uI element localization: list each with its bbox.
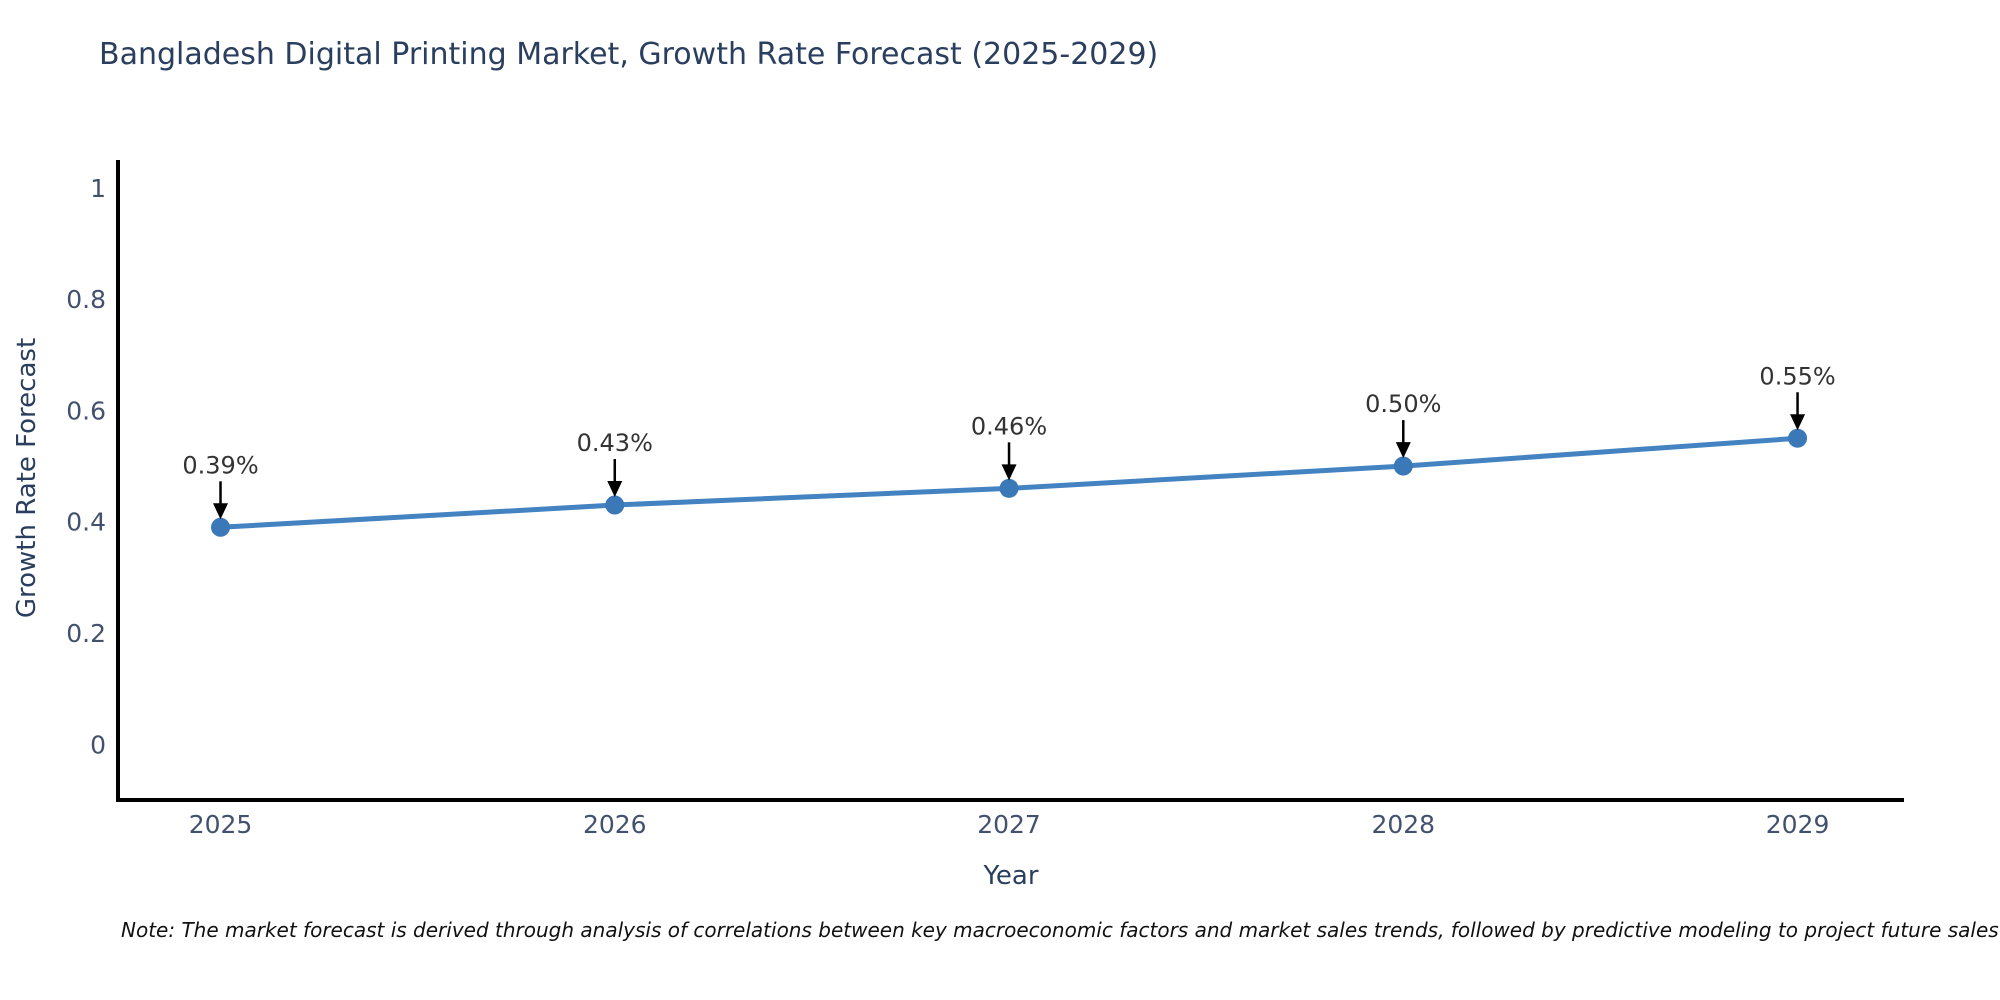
data-point-label: 0.43% <box>577 429 653 457</box>
x-tick-label: 2029 <box>1766 810 1830 839</box>
data-point-label: 0.39% <box>182 451 258 479</box>
data-point <box>999 478 1019 498</box>
y-tick-label: 0.2 <box>66 619 106 648</box>
footnote-text: Note: The market forecast is derived thr… <box>121 918 1999 942</box>
y-tick-label: 1 <box>90 174 106 203</box>
annotation-arrow-head <box>1395 442 1411 459</box>
x-tick-label: 2026 <box>583 810 647 839</box>
data-point-label: 0.55% <box>1759 362 1835 390</box>
y-tick-label: 0.4 <box>66 508 106 537</box>
x-tick-label: 2025 <box>189 810 253 839</box>
data-point <box>1393 456 1413 476</box>
y-axis-title: Growth Rate Forecast <box>12 337 42 619</box>
x-axis-title: Year <box>983 861 1039 891</box>
data-point-label: 0.46% <box>971 412 1047 440</box>
data-point-label: 0.50% <box>1365 390 1441 418</box>
annotation-arrow-head <box>1001 464 1017 481</box>
annotation-arrow-head <box>1790 414 1806 431</box>
data-point <box>211 517 231 537</box>
y-tick-label: 0.8 <box>66 285 106 314</box>
annotation-arrow-head <box>213 503 229 520</box>
data-point <box>1788 428 1808 448</box>
y-tick-label: 0 <box>90 730 106 759</box>
chart-title: Bangladesh Digital Printing Market, Grow… <box>99 37 1159 72</box>
data-point <box>605 495 625 515</box>
y-tick-label: 0.6 <box>66 396 106 425</box>
annotation-arrow-head <box>607 481 623 498</box>
x-tick-label: 2027 <box>977 810 1041 839</box>
x-tick-label: 2028 <box>1371 810 1435 839</box>
